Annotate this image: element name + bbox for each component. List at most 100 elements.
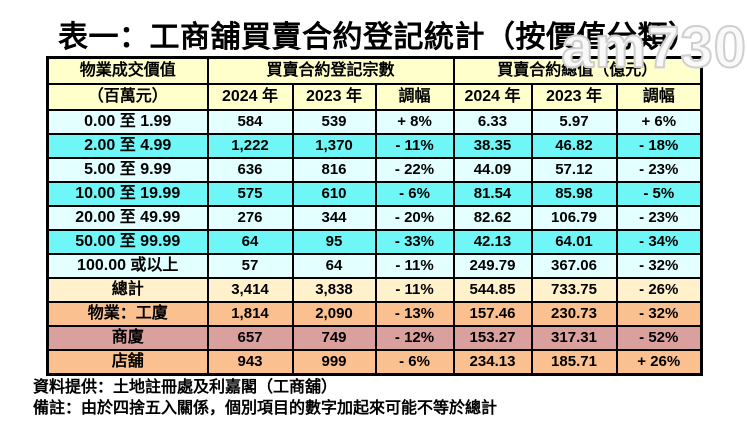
table-cell: - 11% <box>374 277 455 303</box>
table-cell: - 5% <box>615 181 703 207</box>
table-cell: - 20% <box>374 205 455 231</box>
property-type-row: 商廈 657 749 - 12% 153.27 317.31 - 52% <box>46 325 703 351</box>
header-sub-row: （百萬元） 2024 年 2023 年 調幅 2024 年 2023 年 調幅 <box>46 83 703 111</box>
table-cell: 657 <box>206 325 294 351</box>
table-row: 0.00 至 1.99 584 539 + 8% 6.33 5.97 + 6% <box>46 109 703 135</box>
table-cell: 42.13 <box>452 229 533 255</box>
table-cell: + 8% <box>374 109 455 135</box>
total-row: 總計 3,414 3,838 - 11% 544.85 733.75 - 26% <box>46 277 703 303</box>
table-cell: 5.97 <box>530 109 618 135</box>
table-cell: - 32% <box>615 301 703 327</box>
table-cell: 816 <box>291 157 377 183</box>
table-cell: - 33% <box>374 229 455 255</box>
table-cell: 38.35 <box>452 133 533 159</box>
col-group-contract-count: 買賣合約登記宗數 <box>206 56 455 85</box>
table-cell: - 23% <box>615 205 703 231</box>
table-cell: - 26% <box>615 277 703 303</box>
source-note: 資料提供：土地註冊處及利嘉閣（工商舖） <box>33 379 338 396</box>
table-cell: 57 <box>206 253 294 279</box>
table-cell: 46.82 <box>530 133 618 159</box>
table-cell: 6.33 <box>452 109 533 135</box>
price-range-label: 50.00 至 99.99 <box>46 229 209 255</box>
rounding-remark: 備註：由於四捨五入關係，個別項目的數字加起來可能不等於總計 <box>33 400 498 417</box>
price-range-label: 0.00 至 1.99 <box>46 109 209 135</box>
table-cell: - 22% <box>374 157 455 183</box>
table-cell: - 23% <box>615 157 703 183</box>
property-type-row: 物業：工廈 1,814 2,090 - 13% 157.46 230.73 - … <box>46 301 703 327</box>
table-row: 20.00 至 49.99 276 344 - 20% 82.62 106.79… <box>46 205 703 231</box>
table-cell: - 6% <box>374 349 455 376</box>
registration-stats-table: 物業成交價值 買賣合約登記宗數 買賣合約總值（億元） （百萬元） 2024 年 … <box>46 56 703 376</box>
table-cell: 539 <box>291 109 377 135</box>
table-cell: 733.75 <box>530 277 618 303</box>
table-cell: - 34% <box>615 229 703 255</box>
col-header-count-change: 調幅 <box>374 83 455 111</box>
price-range-label: 20.00 至 49.99 <box>46 205 209 231</box>
property-type-label: 商廈 <box>46 325 209 351</box>
table-cell: - 32% <box>615 253 703 279</box>
table-cell: 2,090 <box>291 301 377 327</box>
table-cell: 85.98 <box>530 181 618 207</box>
footer-notes: 資料提供：土地註冊處及利嘉閣（工商舖） 備註：由於四捨五入關係，個別項目的數字加… <box>33 377 497 419</box>
table-cell: 230.73 <box>530 301 618 327</box>
table-cell: 249.79 <box>452 253 533 279</box>
col-header-value-2023: 2023 年 <box>530 83 618 111</box>
table-cell: 185.71 <box>530 349 618 376</box>
col-header-count-2023: 2023 年 <box>291 83 377 111</box>
page-title: 表一：工商舖買賣合約登記統計（按價值分類） <box>58 21 699 54</box>
table-cell: 81.54 <box>452 181 533 207</box>
table-cell: 276 <box>206 205 294 231</box>
property-type-label: 物業：工廈 <box>46 301 209 327</box>
col-header-count-2024: 2024 年 <box>206 83 294 111</box>
table-cell: 943 <box>206 349 294 376</box>
table-cell: - 12% <box>374 325 455 351</box>
table-cell: + 6% <box>615 109 703 135</box>
table-row: 100.00 或以上 57 64 - 11% 249.79 367.06 - 3… <box>46 253 703 279</box>
table-cell: 610 <box>291 181 377 207</box>
table-cell: 1,370 <box>291 133 377 159</box>
property-type-label: 店舖 <box>46 349 209 376</box>
col-header-value-2024: 2024 年 <box>452 83 533 111</box>
price-range-label: 5.00 至 9.99 <box>46 157 209 183</box>
table-cell: - 52% <box>615 325 703 351</box>
col-header-value-change: 調幅 <box>615 83 703 111</box>
table-cell: 749 <box>291 325 377 351</box>
table-cell: 575 <box>206 181 294 207</box>
table-cell: 157.46 <box>452 301 533 327</box>
table-cell: 367.06 <box>530 253 618 279</box>
header-group-row: 物業成交價值 買賣合約登記宗數 買賣合約總值（億元） <box>46 56 703 85</box>
table-cell: 636 <box>206 157 294 183</box>
table-cell: 1,222 <box>206 133 294 159</box>
col-header-price: 物業成交價值 <box>46 56 209 85</box>
table-cell: 317.31 <box>530 325 618 351</box>
table-cell: 544.85 <box>452 277 533 303</box>
table-cell: - 18% <box>615 133 703 159</box>
table-cell: 64 <box>206 229 294 255</box>
table-cell: - 6% <box>374 181 455 207</box>
price-range-label: 2.00 至 4.99 <box>46 133 209 159</box>
table-row: 10.00 至 19.99 575 610 - 6% 81.54 85.98 -… <box>46 181 703 207</box>
table-row: 2.00 至 4.99 1,222 1,370 - 11% 38.35 46.8… <box>46 133 703 159</box>
table-cell: 82.62 <box>452 205 533 231</box>
table-cell: 1,814 <box>206 301 294 327</box>
table-row: 5.00 至 9.99 636 816 - 22% 44.09 57.12 - … <box>46 157 703 183</box>
table-cell: 584 <box>206 109 294 135</box>
table-cell: 106.79 <box>530 205 618 231</box>
table-cell: 344 <box>291 205 377 231</box>
table-cell: - 11% <box>374 133 455 159</box>
col-header-price-unit: （百萬元） <box>46 83 209 111</box>
table-cell: 234.13 <box>452 349 533 376</box>
col-group-contract-value: 買賣合約總值（億元） <box>452 56 703 85</box>
price-range-label: 100.00 或以上 <box>46 253 209 279</box>
table-cell: 64 <box>291 253 377 279</box>
table-cell: 44.09 <box>452 157 533 183</box>
table-cell: 3,414 <box>206 277 294 303</box>
table-cell: 3,838 <box>291 277 377 303</box>
price-range-label: 10.00 至 19.99 <box>46 181 209 207</box>
table-cell: - 13% <box>374 301 455 327</box>
table-cell: 153.27 <box>452 325 533 351</box>
table-cell: 95 <box>291 229 377 255</box>
table-cell: 999 <box>291 349 377 376</box>
property-type-row: 店舖 943 999 - 6% 234.13 185.71 + 26% <box>46 349 703 376</box>
